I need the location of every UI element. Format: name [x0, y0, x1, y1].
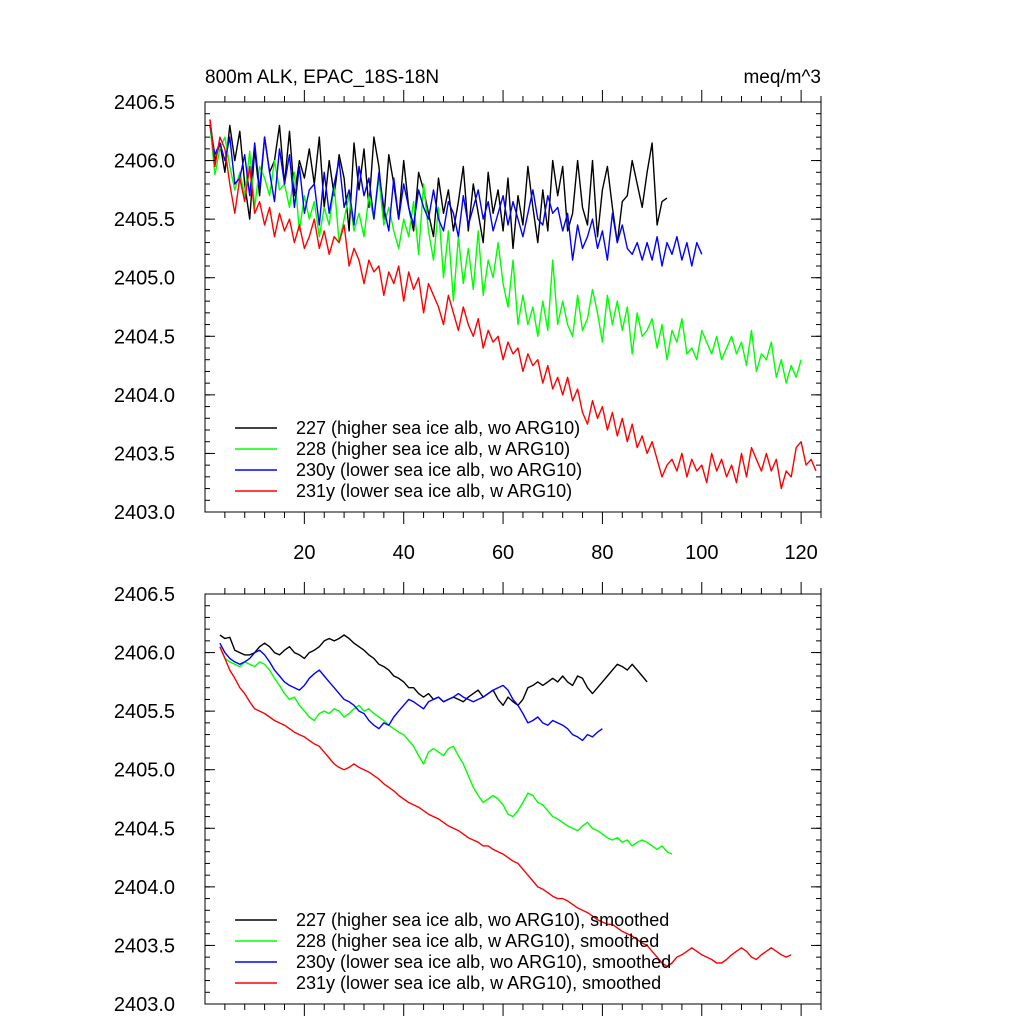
series-line	[219, 642, 603, 742]
series-line	[209, 119, 817, 490]
series-line	[219, 646, 673, 855]
y-tick-label: 2404.5	[114, 326, 175, 348]
x-tick-label: 100	[685, 542, 718, 564]
bottom-chart-panel: 2403.0 2403.5 2404.0 2404.5 2405.0 2405.5 2406…	[114, 582, 822, 1016]
y-tick-label: 2403.5	[114, 443, 175, 465]
legend: 227 (higher sea ice alb, wo ARG10)228 (h…	[235, 418, 582, 501]
top-chart-panel: 800m ALK, EPAC_18S-18N meq/m^3 2403.0 240…	[114, 67, 822, 564]
y-tick-label: 2405.5	[114, 209, 175, 231]
y-tick-label: 2406.5	[114, 584, 175, 606]
y-tick-label: 2405.5	[114, 701, 175, 723]
y-tick-label: 2404.0	[114, 877, 175, 899]
legend-label: 231y (lower sea ice alb, w ARG10)	[296, 481, 572, 501]
chart-units: meq/m^3	[743, 67, 821, 88]
x-tick-label: 80	[591, 542, 613, 564]
legend: 227 (higher sea ice alb, wo ARG10), smoo…	[235, 910, 671, 993]
y-tick-label: 2406.0	[114, 151, 175, 173]
x-tick-label: 40	[393, 542, 415, 564]
y-tick-label: 2405.0	[114, 268, 175, 290]
legend-label: 228 (higher sea ice alb, w ARG10)	[296, 439, 570, 459]
series-line	[209, 125, 703, 267]
plot-frame	[204, 593, 822, 1005]
y-tick-label: 2405.0	[114, 760, 175, 782]
y-tick-label: 2403.0	[114, 502, 175, 524]
series-line	[209, 119, 668, 250]
y-tick-label: 2406.0	[114, 643, 175, 665]
y-tick-label: 2403.0	[114, 994, 175, 1016]
x-tick-label: 120	[784, 542, 817, 564]
chart-title: 800m ALK, EPAC_18S-18N	[205, 67, 439, 88]
legend-label: 228 (higher sea ice alb, w ARG10), smoot…	[296, 931, 659, 951]
y-tick-label: 2403.5	[114, 935, 175, 957]
legend-label: 230y (lower sea ice alb, wo ARG10), smoo…	[296, 952, 671, 972]
plot-frame	[204, 101, 822, 513]
y-tick-label: 2404.0	[114, 385, 175, 407]
legend-label: 231y (lower sea ice alb, w ARG10), smoot…	[296, 973, 661, 993]
y-tick-label: 2406.5	[114, 92, 175, 114]
legend-label: 227 (higher sea ice alb, wo ARG10)	[296, 418, 580, 438]
legend-label: 227 (higher sea ice alb, wo ARG10), smoo…	[296, 910, 669, 930]
legend-label: 230y (lower sea ice alb, wo ARG10)	[296, 460, 582, 480]
x-tick-label: 20	[293, 542, 315, 564]
x-tick-label: 60	[492, 542, 514, 564]
series-line	[219, 646, 792, 968]
y-tick-label: 2404.5	[114, 818, 175, 840]
series-line	[209, 125, 802, 384]
